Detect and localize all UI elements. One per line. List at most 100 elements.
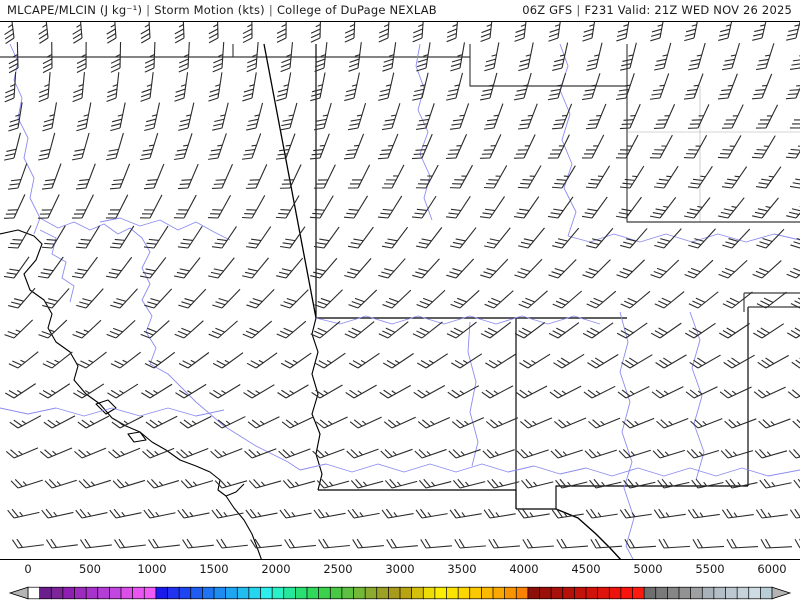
header-bar: MLCAPE/MLCIN (J kg⁻¹) | Storm Motion (kts)… (0, 0, 800, 21)
international-border-mexico-az (318, 489, 517, 509)
river-central-valley (39, 217, 157, 365)
river-canadian (689, 311, 705, 481)
colorbar-swatch (539, 586, 552, 600)
header-product-title: MLCAPE/MLCIN (J kg⁻¹) (7, 3, 143, 17)
colorbar-tick-label: 2000 (261, 562, 291, 576)
colorbar-swatch (225, 586, 238, 600)
colorbar-swatch (562, 586, 576, 600)
colorbar-swatch (132, 586, 145, 600)
colorbar-swatch (364, 586, 378, 600)
header-overlay-title: Storm Motion (kts) (154, 3, 265, 17)
colorbar-swatch (492, 586, 506, 600)
colorbar-swatch (353, 586, 366, 600)
coastline-california (0, 229, 245, 497)
colorbar-tick-label: 5000 (633, 562, 663, 576)
colorbar-swatch (190, 586, 204, 600)
colorbar-swatch (399, 586, 413, 600)
river-utah-az-drain (315, 315, 601, 325)
colorbar-swatch (376, 586, 390, 600)
colorbar-swatch (725, 586, 738, 600)
colorbar-swatch (585, 586, 599, 600)
river-humboldt (415, 43, 433, 221)
river-mojave (0, 407, 225, 417)
colorbar-swatch (457, 586, 471, 600)
colorbar-swatch (50, 586, 64, 600)
colorbar-swatch (597, 586, 610, 600)
colorbar-tick-label: 6000 (757, 562, 787, 576)
header-valid-time-label: F231 Valid: 21Z WED NOV 26 2025 (584, 3, 792, 17)
header-separator-2: | (268, 3, 273, 17)
colorbar-swatch (388, 586, 401, 600)
colorbar-swatch (248, 586, 262, 600)
international-border-rio-grande (555, 508, 622, 559)
river-colorado-upper (567, 233, 800, 243)
island-santa-catalina (127, 431, 147, 443)
county-lines-layer (627, 86, 800, 222)
state-border-nm-tx (516, 485, 748, 510)
colorbar-swatch (550, 586, 564, 600)
colorbar-swatch (643, 586, 657, 600)
colorbar-swatch (74, 586, 87, 600)
colorbar-swatch (295, 586, 308, 600)
state-border-ca-az-colorado-river (311, 317, 323, 491)
colorbar-swatch (97, 586, 111, 600)
colorbar-tick-label: 0 (24, 562, 32, 576)
colorbar-swatch (85, 586, 99, 600)
colorbar-swatch (329, 586, 343, 600)
state-border-ca-nv-diagonal (263, 43, 317, 319)
colorbar-swatch (27, 586, 41, 600)
river-bay-area-tributary (39, 229, 75, 303)
colorbar-swatch (39, 586, 52, 600)
colorbar-swatch (620, 586, 634, 600)
colorbar-swatch (178, 586, 192, 600)
colorbar-underflow-arrow (8, 586, 29, 600)
river-sacramento-delta (99, 217, 231, 241)
state-border-co-ut (626, 86, 800, 223)
colorbar-panel[interactable]: 0 500 1000 1500 2000 2500 3000 3500 4000 4500 5000… (0, 560, 800, 600)
header-separator-3: | (576, 3, 581, 17)
header-separator-1: | (146, 3, 151, 17)
colorbar-tick-label: 500 (79, 562, 101, 576)
colorbar-swatch (155, 586, 169, 600)
colorbar-swatch (202, 586, 215, 600)
colorbar-swatch (574, 586, 587, 600)
state-borders-layer (0, 43, 800, 559)
colorbar-tick-label: 5500 (695, 562, 725, 576)
colorbar-tick-label: 1500 (199, 562, 229, 576)
river-gila (299, 463, 535, 473)
colorbar-swatch (701, 586, 715, 600)
colorbar-swatch (434, 586, 448, 600)
colorbar-tick-label: 3500 (447, 562, 477, 576)
colorbar-tick-label: 4500 (571, 562, 601, 576)
colorbar-swatch (283, 586, 297, 600)
colorbar-swatch (260, 586, 273, 600)
colorbar-swatch (271, 586, 285, 600)
colorbar-swatch (527, 586, 541, 600)
colorbar-swatch (120, 586, 134, 600)
colorbar-swatch (713, 586, 727, 600)
colorbar-swatch (608, 586, 622, 600)
colorbar-swatch (504, 586, 517, 600)
colorbar-strip[interactable] (0, 586, 800, 600)
river-rio-grande-east (533, 465, 800, 477)
colorbar-tick-label: 4000 (509, 562, 539, 576)
map-canvas[interactable] (0, 22, 800, 560)
colorbar-swatch (655, 586, 669, 600)
colorbar-swatch (678, 586, 692, 600)
colorbar-swatch (748, 586, 762, 600)
colorbar-swatch (469, 586, 483, 600)
colorbar-swatch (306, 586, 320, 600)
colorbar-swatch (422, 586, 436, 600)
map-background (0, 22, 800, 559)
colorbar-tick-label: 1000 (137, 562, 167, 576)
colorbar-swatch (341, 586, 355, 600)
colorbar-swatch (213, 586, 227, 600)
header-right-group: 06Z GFS | F231 Valid: 21Z WED NOV 26 2025 (522, 3, 792, 17)
colorbar-swatch (481, 586, 494, 600)
header-source-label: College of DuPage NEXLAB (276, 3, 437, 17)
colorbar-swatch (632, 586, 645, 600)
colorbar-swatch (318, 586, 331, 600)
map-panel[interactable] (0, 21, 800, 560)
colorbar-swatch (143, 586, 157, 600)
